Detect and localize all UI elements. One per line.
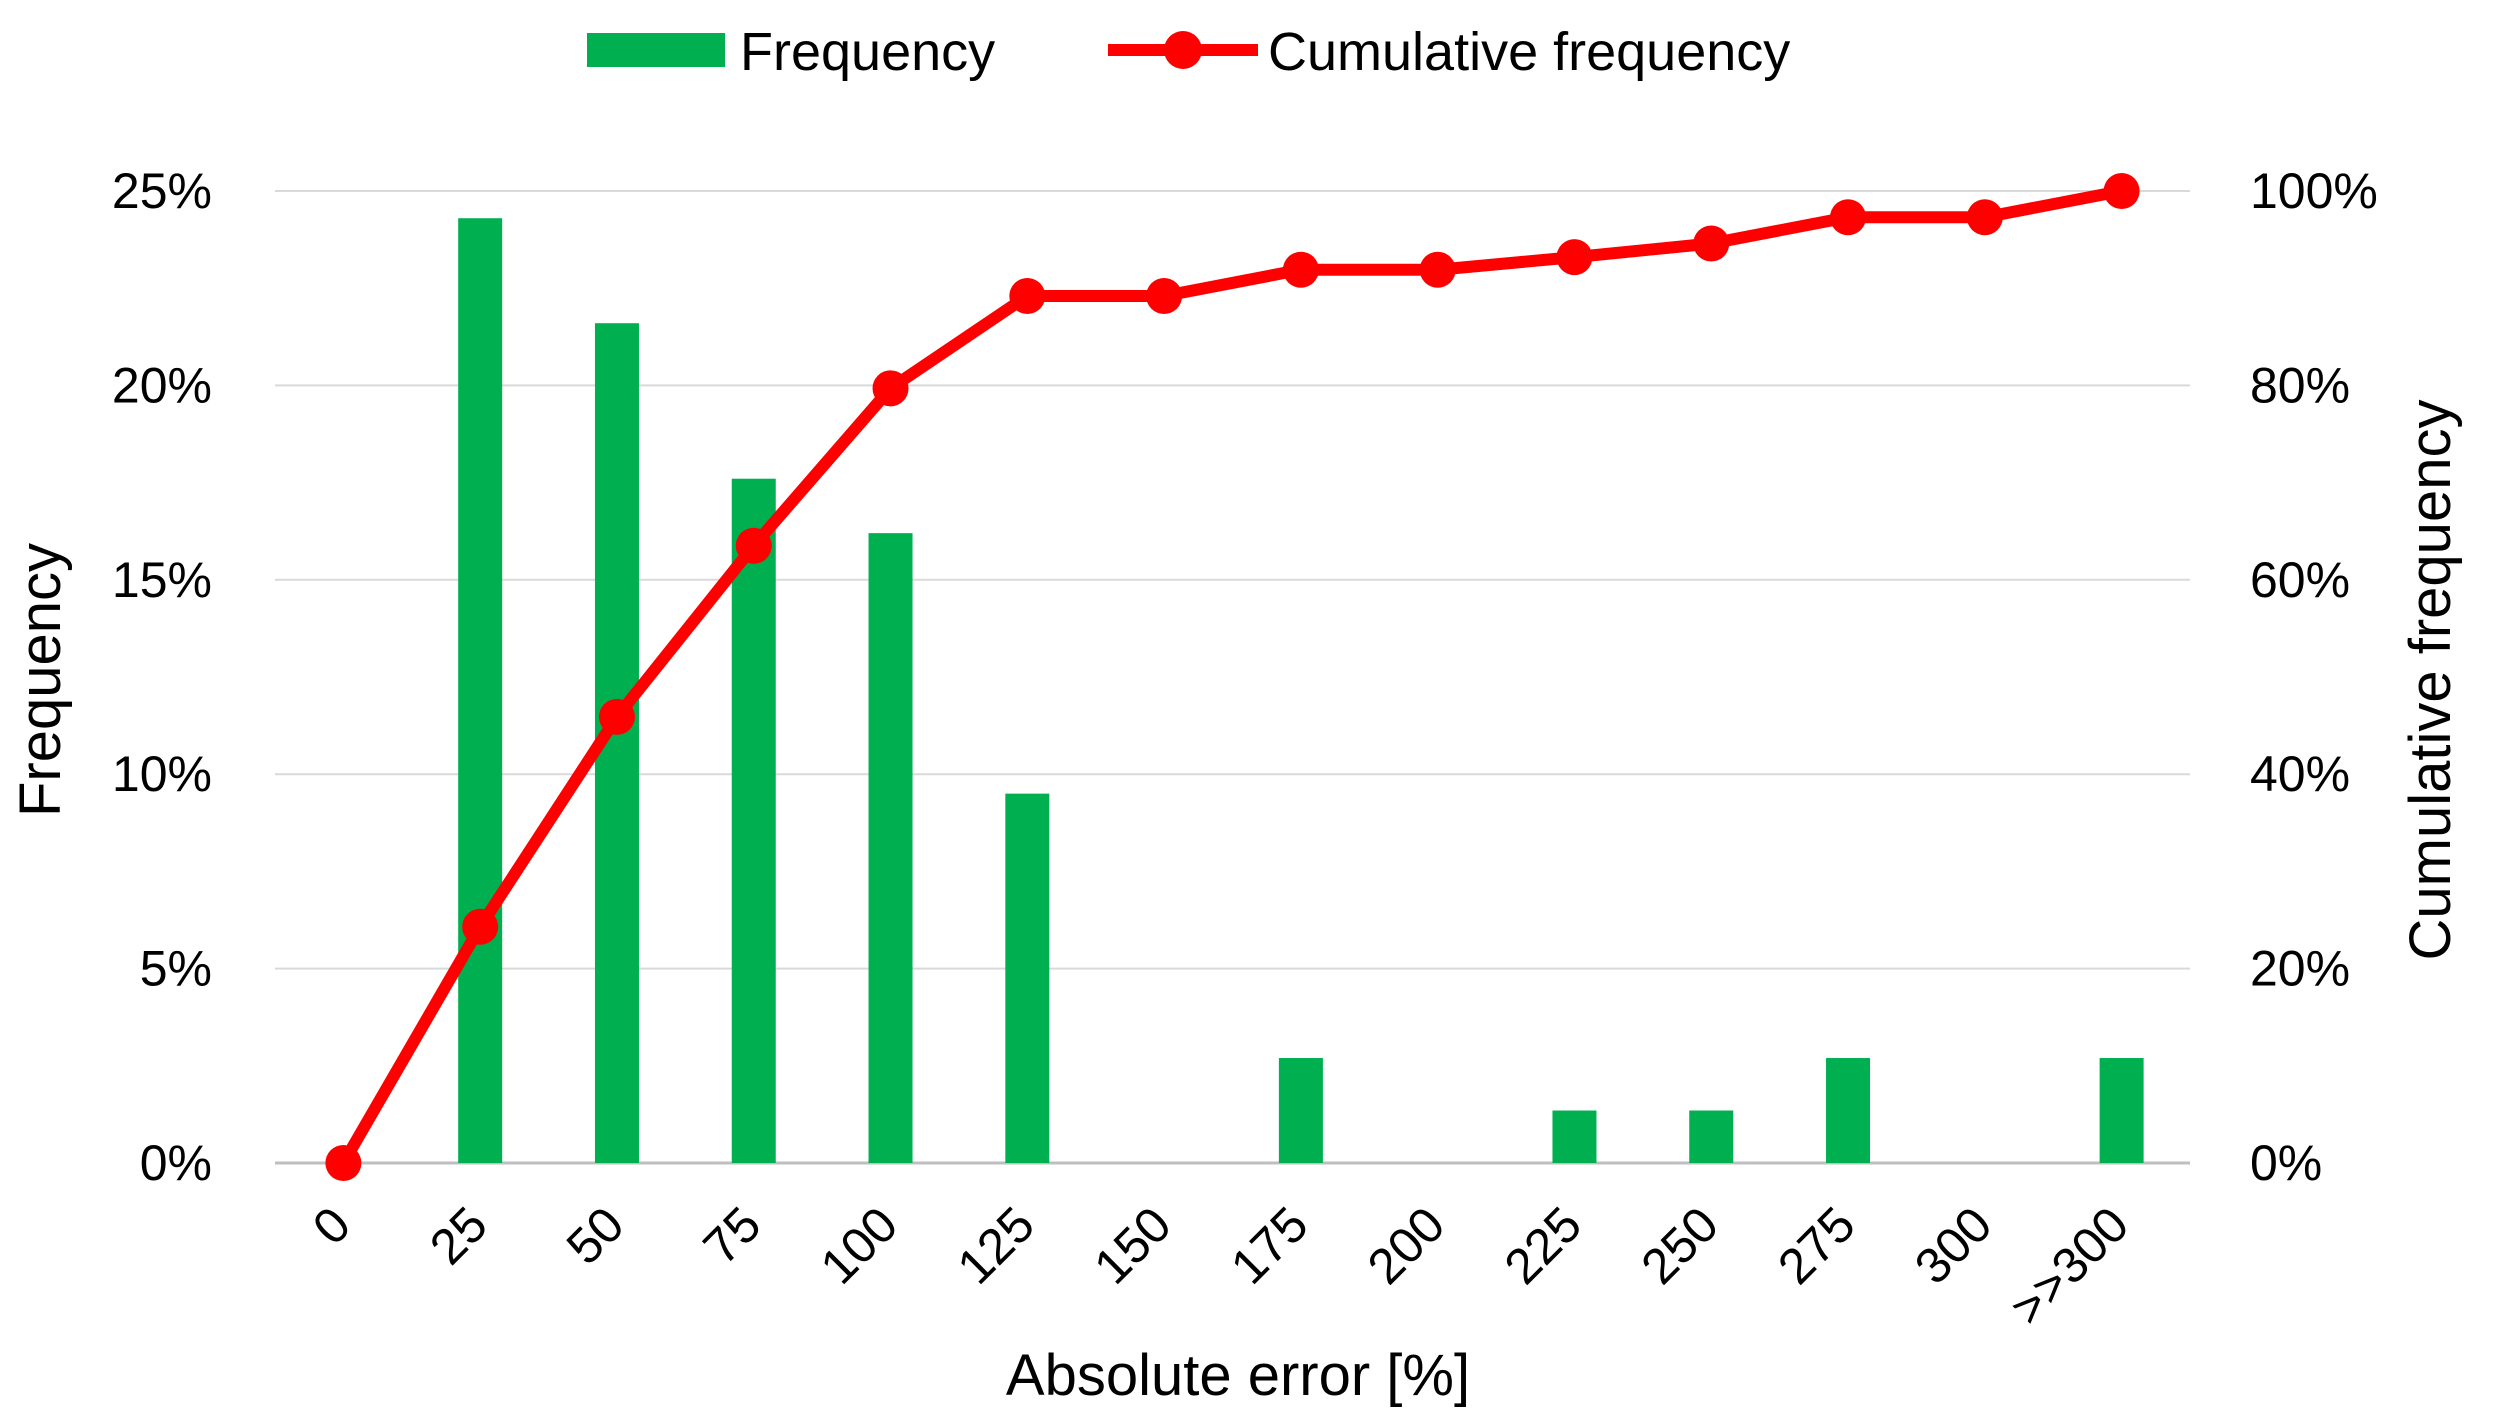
y2-axis-title: Cumulative frequency: [2398, 400, 2463, 961]
x-tick-label: 200: [1357, 1196, 1456, 1295]
y2-tick-label: 40%: [2250, 746, 2350, 802]
cumulative-frequency-point: [325, 1145, 362, 1181]
y-tick-label: 20%: [112, 357, 212, 413]
cumulative-line: [325, 173, 2140, 1181]
y2-tick-label: 80%: [2250, 357, 2350, 413]
cumulative-frequency-point: [1146, 277, 1183, 314]
x-tick-label: 25: [419, 1196, 498, 1275]
frequency-bars: [458, 218, 2144, 1163]
y2-tick-label: 20%: [2250, 941, 2350, 997]
x-tick-label: 50: [556, 1196, 635, 1275]
frequency-bar: [1278, 1058, 1323, 1163]
cumulative-frequency-point: [735, 527, 772, 564]
cumulative-frequency-point: [2103, 173, 2140, 209]
right-axis-ticks: 0% 20% 40% 60% 80% 100%: [2250, 163, 2378, 1191]
cumulative-frequency-point: [1966, 199, 2003, 236]
frequency-bar: [458, 218, 503, 1163]
frequency-bar: [1689, 1110, 1734, 1163]
y-tick-label: 5%: [140, 941, 212, 997]
x-tick-label: 0: [302, 1196, 361, 1255]
gridlines: [275, 190, 2190, 1165]
legend-label-cumulative-frequency: Cumulative frequency: [1268, 22, 1790, 82]
cumulative-frequency-point: [1693, 225, 1730, 262]
x-tick-label: 75: [693, 1196, 772, 1275]
cumulative-frequency-point: [462, 908, 499, 945]
cumulative-frequency-point: [1282, 251, 1319, 288]
frequency-bar: [1552, 1110, 1597, 1163]
x-tick-label: 100: [810, 1196, 909, 1295]
x-tick-label: 275: [1767, 1196, 1866, 1295]
legend-swatch-cumulative-marker: [1164, 31, 1202, 69]
y-axis-title: Frequency: [8, 543, 73, 817]
legend-label-frequency: Frequency: [740, 22, 995, 82]
cumulative-frequency-line: [337, 185, 2128, 1169]
x-tick-label: 300: [1904, 1196, 2003, 1295]
cumulative-frequency-point: [1556, 239, 1593, 276]
y2-tick-label: 100%: [2250, 163, 2378, 219]
x-tick-label: >>300: [1999, 1196, 2139, 1336]
y-tick-label: 0%: [140, 1135, 212, 1191]
left-axis-ticks: 0% 5% 10% 15% 20% 25%: [112, 163, 212, 1191]
frequency-bar: [1826, 1058, 1871, 1163]
cumulative-frequency-point: [1419, 251, 1456, 288]
cumulative-frequency-point: [598, 698, 635, 735]
frequency-bar: [2099, 1058, 2144, 1163]
x-axis-ticks: 0 25 50 75 100 125 150 175 200 225 250 275 300>>300: [302, 1196, 2139, 1336]
frequency-bar: [731, 478, 776, 1163]
x-tick-label: 150: [1083, 1196, 1182, 1295]
legend: Frequency Cumulative frequency: [587, 22, 1790, 82]
x-tick-label: 125: [947, 1196, 1046, 1295]
frequency-bar: [1005, 793, 1050, 1163]
legend-swatch-frequency: [587, 33, 725, 67]
x-tick-label: 250: [1630, 1196, 1729, 1295]
y-tick-label: 10%: [112, 746, 212, 802]
y-tick-label: 15%: [112, 552, 212, 608]
y-tick-label: 25%: [112, 163, 212, 219]
cumulative-frequency-point: [872, 370, 909, 407]
frequency-bar: [868, 533, 913, 1163]
y2-tick-label: 60%: [2250, 552, 2350, 608]
x-axis-title: Absolute error [%]: [1006, 1343, 1470, 1408]
x-tick-label: 175: [1220, 1196, 1319, 1295]
cumulative-frequency-point: [1009, 277, 1046, 314]
y2-tick-label: 0%: [2250, 1135, 2322, 1191]
x-tick-label: 225: [1494, 1196, 1593, 1295]
cumulative-frequency-point: [1830, 199, 1867, 236]
